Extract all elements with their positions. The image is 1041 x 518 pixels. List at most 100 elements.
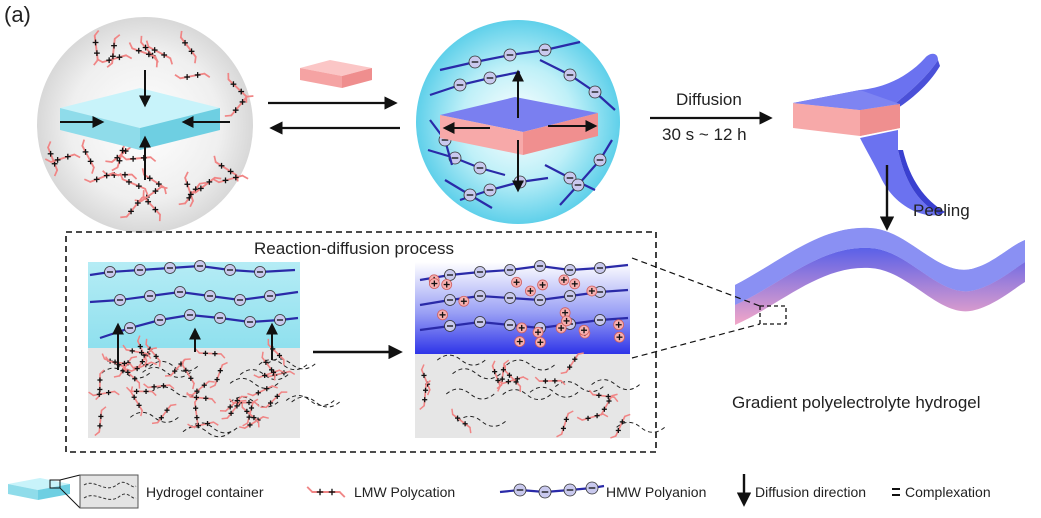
legend-polycation-label: LMW Polycation [354,484,456,500]
complexed-polycation [613,319,625,331]
polyanion-chain [89,260,296,278]
complexed-polycation [578,324,590,336]
polycation-molecule [419,379,431,410]
complexed-polycation [514,336,526,347]
complexed-polycation [555,322,567,334]
polycation-molecule [194,348,226,359]
polycation-molecule [209,361,228,389]
complexed-polycation [586,285,598,297]
complexed-polycation [614,331,625,343]
polyanion-chain [89,286,299,306]
polycation-molecule [260,391,288,409]
complexed-polycation [558,274,570,286]
polycation-molecule [174,72,211,80]
polycation-molecule [84,172,120,183]
polyanion-chain [99,309,299,340]
polycation-molecule [81,139,95,174]
polycation-molecule [560,352,584,375]
polycation-solution-sphere [37,17,254,233]
diffusion-time-label: 30 s ~ 12 h [662,125,747,144]
polycation-molecule [92,30,100,66]
polycation-molecule [186,392,217,404]
complexed-polycation [525,285,536,297]
legend-hydrogel-label: Hydrogel container [146,484,264,500]
complexed-polycation [458,295,470,307]
polycation-molecule [141,168,167,195]
inset-title: Reaction-diffusion process [254,239,455,258]
polycation-molecule [610,413,631,439]
legend [8,474,900,509]
polycation-molecule [504,365,522,393]
polyanion-chain [444,179,493,209]
polycation-molecule [228,398,260,407]
polycation-molecule [179,30,197,64]
result-caption: Gradient polyelectrolyte hydrogel [732,393,981,412]
legend-complexation-label: Complexation [905,484,991,500]
polycation-molecule [94,406,107,437]
polycation-molecule [120,196,149,219]
reaction-diffusion-inset [65,231,665,453]
polycation-molecule [221,399,247,420]
polycation-molecule [142,190,161,222]
polycation-molecule [181,359,195,390]
polyanion-chain [544,164,596,191]
complexed-polycation [561,315,572,327]
polyanion-solution-sphere [416,20,620,224]
polyanion-chain [559,139,613,206]
complexed-polycation [569,278,581,290]
polycation-molecule [130,386,143,417]
polycation-molecule [534,376,566,386]
polycation-molecule [187,421,219,429]
polycation-molecule [556,410,574,438]
equilibrium-arrows [268,96,400,135]
polycation-molecule [227,72,248,103]
polycation-molecule [143,383,175,390]
legend-polyanion-label: HMW Polyanion [606,484,707,500]
complexed-polycation [559,307,571,319]
polyanion-chain [539,59,616,111]
polycation-molecule [122,344,152,359]
panel-label: (a) [4,2,31,27]
polycation-molecule [491,360,501,392]
gradient-hydrogel-sheet [735,227,1025,325]
complexed-polycation [534,336,546,348]
polycation-molecule [119,172,149,196]
polycation-molecule [306,486,346,498]
polycation-molecule [164,358,191,377]
polycation-molecule [253,369,285,379]
polycation-molecule [120,154,157,163]
polycation-molecule [576,413,609,421]
polycation-molecule [213,155,239,182]
legend-complexation-icon [892,488,900,496]
polycation-molecule [128,42,159,63]
polycation-molecule [451,408,472,434]
complexed-polycation [428,278,440,289]
polycation-molecule [212,174,249,184]
complexed-polycation [516,322,528,334]
diffusion-label: Diffusion [676,90,742,109]
complexed-polycation [511,276,522,288]
polycation-molecule [145,40,174,65]
polycation-molecule [496,359,510,390]
complexed-polycation [532,326,544,338]
polycation-molecule [104,356,135,370]
polycation-molecule [242,398,259,427]
polycation-molecule [88,390,120,397]
legend-polyanion-icon [499,481,605,499]
polyanion-chain [419,260,629,282]
legend-polycation-icon [306,486,346,498]
pink-hydrogel-small [300,60,372,88]
polycation-molecule [125,386,157,397]
polyanion-chain [429,70,521,97]
polycation-molecule [239,416,269,429]
polyanion-chain [499,481,605,499]
complexed-polycation [437,309,448,321]
polycation-molecule [151,403,177,425]
polycation-molecule [44,153,81,163]
peeling-label: Peeling [913,201,970,220]
legend-diffusion-label: Diffusion direction [755,484,867,500]
polycation-molecule [224,95,254,117]
polyanion-chain [439,40,581,72]
polycation-molecule [184,171,194,208]
legend-hydrogel-icon [8,474,139,509]
